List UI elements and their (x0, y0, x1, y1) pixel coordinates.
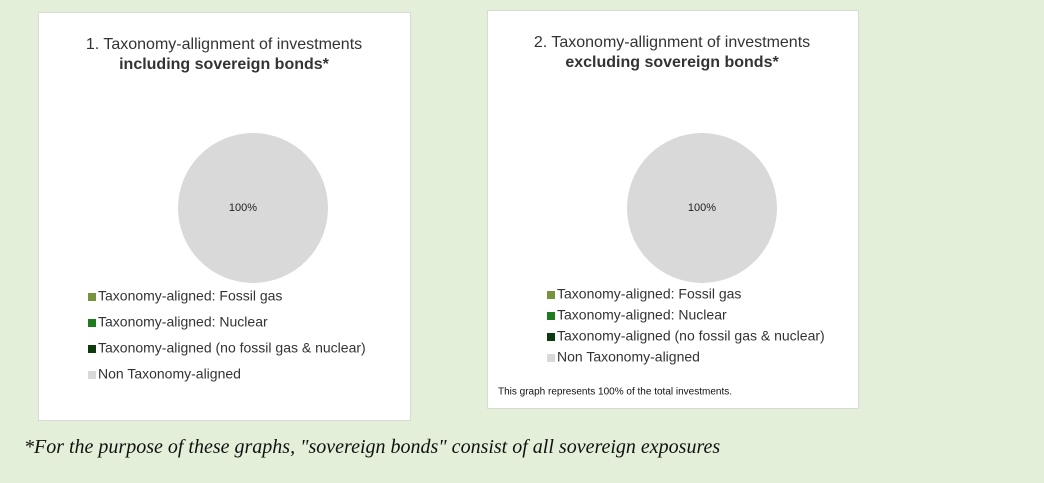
chart-title: 1. Taxonomy-allignment of investments (86, 36, 362, 53)
value-label: 100% (688, 202, 716, 214)
legend-swatch (88, 319, 96, 327)
legend-swatch (88, 371, 96, 379)
chart-subtitle: including sovereign bonds* (119, 56, 330, 73)
pie-slice (178, 133, 328, 283)
legend-label: Taxonomy-aligned: Fossil gas (557, 286, 741, 302)
legend-label: Taxonomy-aligned: Nuclear (98, 314, 268, 330)
legend-swatch (547, 291, 555, 299)
legend-swatch (88, 345, 96, 353)
chart-title: 2. Taxonomy-allignment of investments (534, 34, 810, 51)
pie-slice (627, 133, 777, 283)
legend-label: Non Taxonomy-aligned (557, 349, 700, 365)
legend-label: Taxonomy-aligned: Fossil gas (98, 288, 282, 304)
legend-label: Taxonomy-aligned (no fossil gas & nuclea… (557, 328, 825, 344)
chart-subtitle: excluding sovereign bonds* (565, 54, 779, 71)
footnote: *For the purpose of these graphs, "sover… (24, 436, 721, 458)
value-label: 100% (229, 202, 257, 214)
charts: 1. Taxonomy-allignment of investments inc… (38, 10, 859, 421)
chart-note: This graph represents 100% of the total … (498, 387, 732, 398)
legend-label: Taxonomy-aligned (no fossil gas & nuclea… (98, 340, 366, 356)
legend-swatch (88, 293, 96, 301)
legend-swatch (547, 333, 555, 341)
legend-label: Taxonomy-aligned: Nuclear (557, 307, 727, 323)
legend-swatch (547, 312, 555, 320)
legend-swatch (547, 354, 555, 362)
legend-label: Non Taxonomy-aligned (98, 366, 241, 382)
